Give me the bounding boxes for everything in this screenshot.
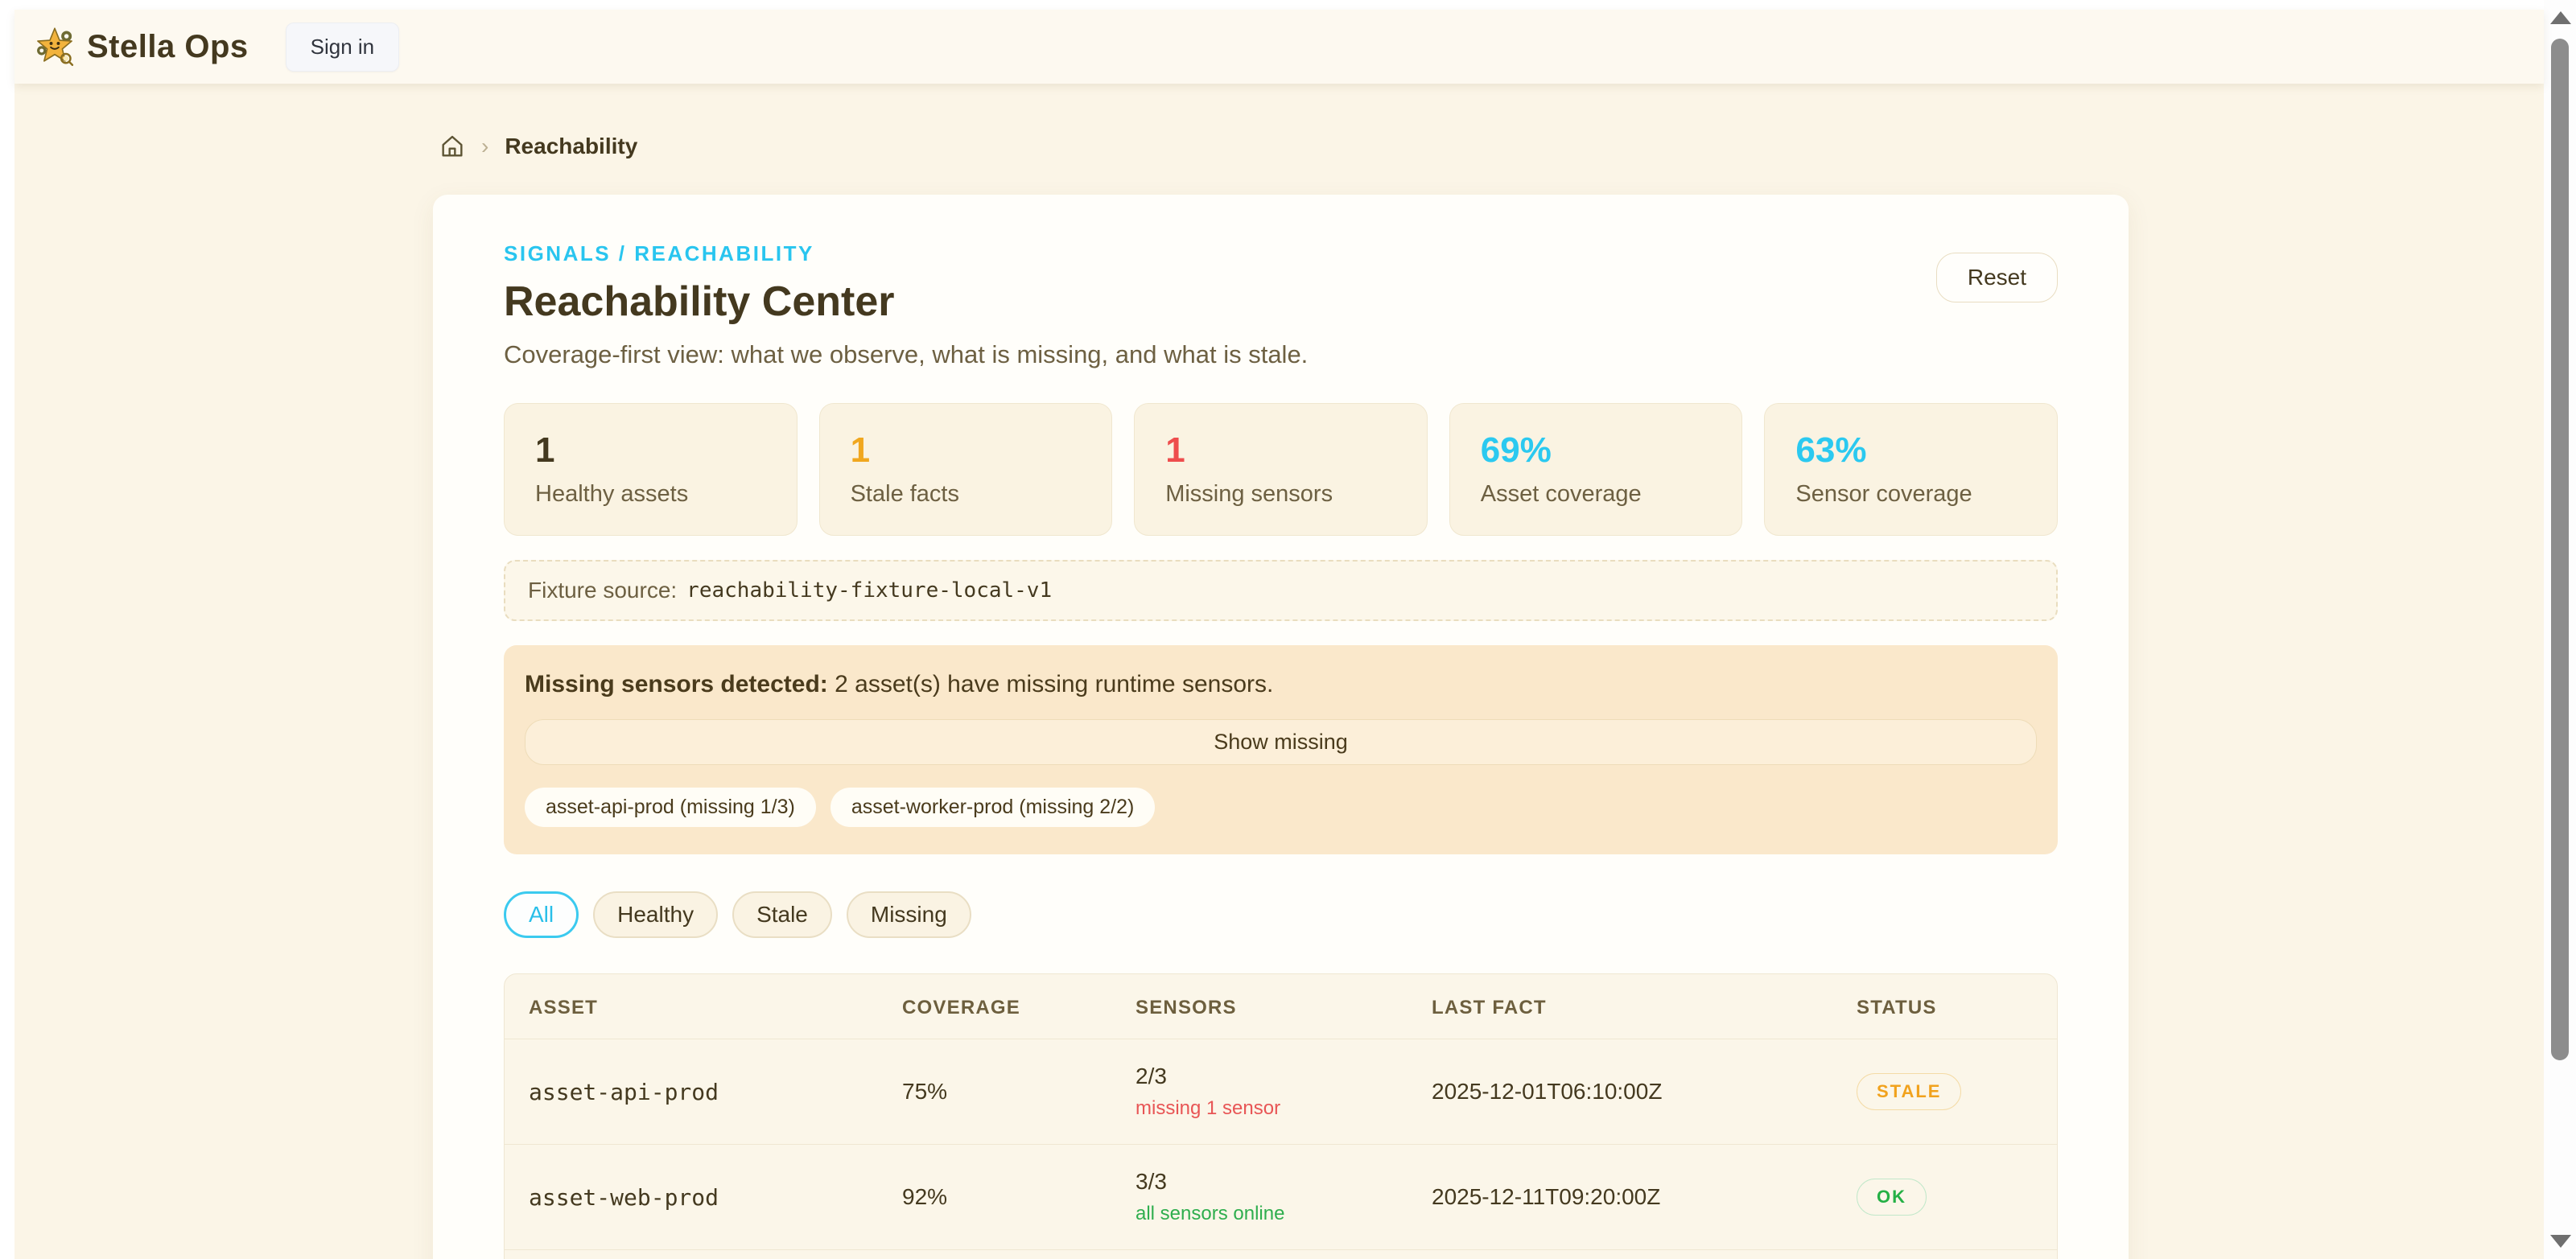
- scrollbar: [2544, 0, 2576, 1259]
- sensors-cell: 3/3 all sensors online: [1111, 1144, 1408, 1249]
- filter-stale[interactable]: Stale: [732, 891, 832, 938]
- asset-name: asset-worker-prod: [505, 1249, 878, 1259]
- status-badge: OK: [1857, 1179, 1927, 1216]
- breadcrumb-current: Reachability: [505, 134, 638, 158]
- sign-in-button[interactable]: Sign in: [285, 22, 400, 72]
- stat-cards: 1 Healthy assets 1 Stale facts 1 Missing…: [504, 403, 2058, 536]
- page-title: Reachability Center: [504, 278, 895, 325]
- sensor-count: 2/3: [1136, 1064, 1167, 1088]
- stat-sensor-coverage: 63% Sensor coverage: [1764, 403, 2058, 536]
- main-content: › Reachability SIGNALS / REACHABILITY Re…: [14, 84, 2544, 1259]
- column-header-coverage: Coverage: [902, 997, 1020, 1018]
- column-header-status: Status: [1857, 997, 1937, 1018]
- filter-missing[interactable]: Missing: [846, 891, 971, 938]
- sensors-cell: 0/2 missing 2 sensors: [1111, 1249, 1408, 1259]
- last-fact-value: 2025-12-01T06:10:00Z: [1408, 1039, 1832, 1144]
- status-filters: All Healthy Stale Missing: [504, 891, 2058, 938]
- assets-table: Asset Coverage Sensors Last fact Status …: [504, 973, 2058, 1259]
- last-fact-value: --: [1408, 1249, 1832, 1259]
- missing-asset-chip[interactable]: asset-api-prod (missing 1/3): [525, 788, 816, 827]
- table-row: asset-api-prod 75% 2/3 missing 1 sensor …: [505, 1039, 2057, 1144]
- section-eyebrow: SIGNALS / REACHABILITY: [504, 241, 814, 265]
- top-bar: Stella Ops Sign in: [14, 10, 2544, 84]
- sensor-note: missing 1 sensor: [1136, 1097, 1281, 1119]
- fixture-source-bar: Fixture source: reachability-fixture-loc…: [504, 560, 2058, 621]
- coverage-value: 75%: [878, 1039, 1111, 1144]
- sensor-note: all sensors online: [1136, 1203, 1285, 1224]
- asset-name: asset-web-prod: [505, 1144, 878, 1249]
- breadcrumb-separator: ›: [481, 134, 489, 158]
- coverage-value: 92%: [878, 1144, 1111, 1249]
- coverage-value: 40%: [878, 1249, 1111, 1259]
- table-row: asset-web-prod 92% 3/3 all sensors onlin…: [505, 1144, 2057, 1249]
- fixture-source-value: reachability-fixture-local-v1: [686, 578, 1053, 603]
- missing-sensors-alert: Missing sensors detected: 2 asset(s) hav…: [504, 645, 2058, 854]
- stella-ops-logo-icon: [37, 27, 74, 66]
- missing-asset-chips: asset-api-prod (missing 1/3) asset-worke…: [525, 788, 2037, 827]
- stat-label: Missing sensors: [1165, 481, 1333, 507]
- stat-value: 1: [850, 430, 871, 470]
- missing-asset-chip[interactable]: asset-worker-prod (missing 2/2): [830, 788, 1156, 827]
- stat-value: 63%: [1795, 430, 1867, 470]
- table-row: asset-worker-prod 40% 0/2 missing 2 sens…: [505, 1249, 2057, 1259]
- stat-label: Sensor coverage: [1795, 481, 1972, 507]
- stat-missing-sensors: 1 Missing sensors: [1134, 403, 1428, 536]
- show-missing-button[interactable]: Show missing: [525, 719, 2037, 765]
- stat-label: Stale facts: [850, 481, 959, 507]
- sensors-cell: 2/3 missing 1 sensor: [1111, 1039, 1408, 1144]
- reset-button[interactable]: Reset: [1935, 253, 2058, 302]
- column-header-last-fact: Last fact: [1432, 997, 1547, 1018]
- scroll-down-arrow-icon[interactable]: [2550, 1235, 2571, 1248]
- browser-page: Stella Ops Sign in › Reachability SIGNAL…: [14, 10, 2544, 1259]
- scrollbar-thumb[interactable]: [2551, 39, 2569, 1060]
- stat-healthy-assets: 1 Healthy assets: [504, 403, 798, 536]
- alert-title: Missing sensors detected:: [525, 671, 828, 697]
- reachability-card: SIGNALS / REACHABILITY Reachability Cent…: [433, 195, 2129, 1259]
- brand[interactable]: Stella Ops: [34, 26, 249, 68]
- table-header-row: Asset Coverage Sensors Last fact Status: [505, 974, 2057, 1039]
- breadcrumb: › Reachability: [439, 134, 2544, 159]
- status-badge: STALE: [1857, 1073, 1962, 1110]
- stat-value: 69%: [1480, 430, 1552, 470]
- column-header-asset: Asset: [529, 997, 599, 1018]
- page-subtitle: Coverage-first view: what we observe, wh…: [504, 340, 1309, 368]
- brand-name: Stella Ops: [87, 28, 249, 64]
- scroll-up-arrow-icon[interactable]: [2550, 11, 2571, 24]
- sensor-count: 3/3: [1136, 1169, 1167, 1194]
- asset-name: asset-api-prod: [505, 1039, 878, 1144]
- home-icon[interactable]: [439, 134, 465, 159]
- alert-message: 2 asset(s) have missing runtime sensors.: [835, 671, 1274, 697]
- fixture-source-label: Fixture source:: [528, 578, 678, 603]
- stat-value: 1: [535, 430, 555, 470]
- stat-label: Asset coverage: [1480, 481, 1642, 507]
- column-header-sensors: Sensors: [1136, 997, 1237, 1018]
- stat-asset-coverage: 69% Asset coverage: [1449, 403, 1743, 536]
- stat-stale-facts: 1 Stale facts: [818, 403, 1113, 536]
- filter-healthy[interactable]: Healthy: [593, 891, 719, 938]
- alert-text: Missing sensors detected: 2 asset(s) hav…: [525, 671, 2037, 698]
- last-fact-value: 2025-12-11T09:20:00Z: [1408, 1144, 1832, 1249]
- filter-all[interactable]: All: [504, 891, 579, 938]
- stat-value: 1: [1165, 430, 1185, 470]
- stat-label: Healthy assets: [535, 481, 689, 507]
